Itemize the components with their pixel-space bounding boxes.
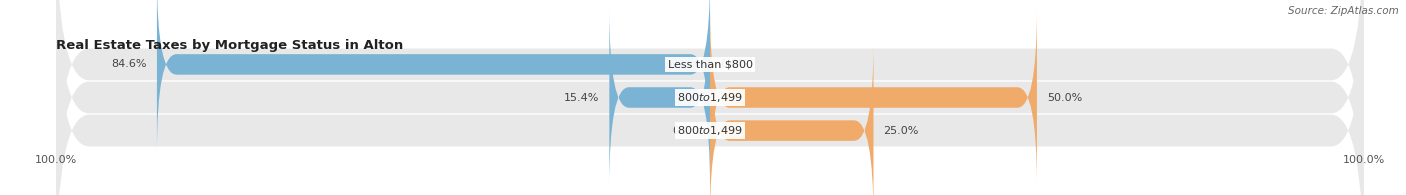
FancyBboxPatch shape (56, 0, 1364, 195)
Text: 25.0%: 25.0% (883, 126, 918, 136)
Text: 50.0%: 50.0% (1046, 92, 1083, 103)
FancyBboxPatch shape (56, 0, 1364, 195)
Text: 0.0%: 0.0% (672, 126, 700, 136)
Text: 0.0%: 0.0% (720, 59, 748, 69)
FancyBboxPatch shape (710, 42, 873, 195)
Text: Real Estate Taxes by Mortgage Status in Alton: Real Estate Taxes by Mortgage Status in … (56, 39, 404, 52)
Text: Source: ZipAtlas.com: Source: ZipAtlas.com (1288, 6, 1399, 16)
Text: Less than $800: Less than $800 (668, 59, 752, 69)
FancyBboxPatch shape (56, 0, 1364, 195)
Text: 15.4%: 15.4% (564, 92, 599, 103)
Text: 84.6%: 84.6% (111, 59, 148, 69)
Text: $800 to $1,499: $800 to $1,499 (678, 124, 742, 137)
Text: $800 to $1,499: $800 to $1,499 (678, 91, 742, 104)
FancyBboxPatch shape (710, 9, 1038, 186)
FancyBboxPatch shape (157, 0, 710, 153)
FancyBboxPatch shape (609, 9, 710, 186)
